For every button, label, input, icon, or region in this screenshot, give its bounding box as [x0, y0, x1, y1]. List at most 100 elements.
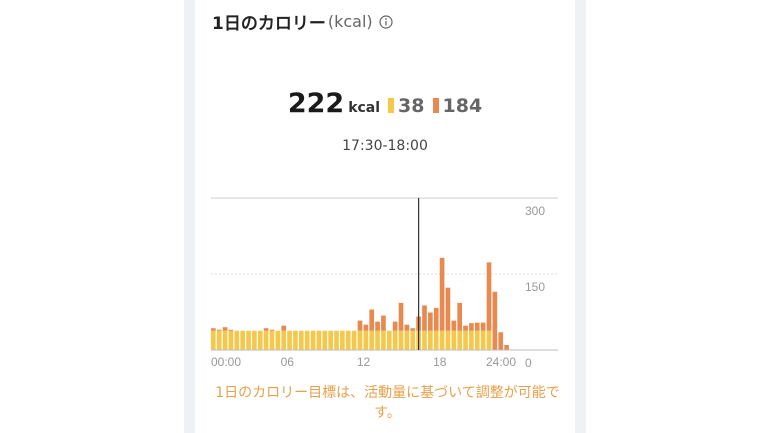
card-title-text: 1日のカロリー: [212, 13, 326, 34]
bar-base: [433, 330, 439, 350]
bar-base: [228, 330, 234, 350]
goal-note: 1日のカロリー目標は、活動量に基づいて調整が可能です。: [215, 385, 560, 421]
bar-active: [439, 257, 445, 331]
bar-base: [375, 330, 380, 350]
calorie-summary: 222 kcal 38 184: [0, 88, 770, 128]
x-tick-label: 00:00: [211, 355, 241, 369]
bar-base: [216, 330, 222, 350]
selected-time-range: 17:30-18:00: [342, 138, 428, 154]
bar-active: [498, 332, 504, 350]
bar-base: [428, 330, 433, 350]
bar-active: [263, 328, 269, 331]
bar-active: [474, 322, 480, 331]
bar-base: [404, 330, 410, 350]
bar-active: [410, 328, 416, 331]
total-unit: kcal: [348, 100, 381, 116]
bar-active: [428, 312, 433, 331]
bar-base: [422, 330, 427, 350]
bar-active: [469, 323, 474, 331]
bar-active: [222, 327, 228, 331]
bar-active: [281, 325, 287, 331]
bar-base: [381, 330, 386, 350]
bar-base: [328, 330, 333, 350]
bar-base: [252, 330, 257, 350]
active-swatch: [432, 98, 439, 113]
active-calories: 184: [442, 95, 483, 117]
bar-base: [234, 330, 240, 350]
bar-active: [404, 324, 410, 331]
x-tick-label: 06: [281, 355, 295, 369]
card-title-unit: (kcal): [327, 11, 373, 31]
bar-base: [298, 330, 304, 350]
bar-active: [451, 320, 457, 331]
bar-base: [269, 330, 275, 350]
bar-base: [439, 330, 445, 350]
bar-base: [211, 330, 216, 350]
bar-active: [357, 320, 363, 331]
total-calories: 222: [287, 88, 345, 119]
bar-active: [398, 302, 404, 331]
bar-active: [269, 329, 275, 331]
bar-base: [293, 330, 298, 350]
bar-base: [457, 330, 463, 350]
bar-base: [345, 330, 351, 350]
bar-base: [357, 330, 363, 350]
bar-base: [398, 330, 404, 350]
bar-active: [504, 344, 509, 350]
bar-base: [304, 330, 310, 350]
bar-active: [211, 328, 216, 331]
bar-base: [392, 330, 398, 350]
bar-base: [369, 330, 375, 350]
bar-active: [375, 321, 380, 331]
bar-base: [316, 330, 322, 350]
bar-base: [463, 330, 468, 350]
card-title: 1日のカロリー (kcal): [212, 9, 393, 34]
bar-base: [469, 330, 474, 350]
bar-active: [433, 307, 439, 331]
bar-base: [486, 330, 492, 350]
bar-base: [340, 330, 345, 350]
bar-active: [457, 302, 463, 331]
bar-base: [281, 330, 287, 350]
bar-base: [275, 330, 281, 350]
bar-base: [474, 330, 480, 350]
bar-base: [263, 330, 269, 350]
bar-base: [322, 330, 328, 350]
y-tick-label: 150: [525, 280, 545, 294]
bar-active: [216, 329, 222, 331]
bar-base: [451, 330, 457, 350]
bar-base: [445, 330, 451, 350]
bar-active: [486, 262, 492, 331]
calorie-card: [195, 0, 575, 433]
info-icon[interactable]: [379, 14, 393, 29]
y-tick-label: 300: [525, 204, 545, 218]
bar-base: [222, 330, 228, 350]
x-tick-label: 24:00: [486, 355, 516, 369]
bar-active: [392, 321, 398, 331]
bar-base: [363, 330, 369, 350]
bar-base: [287, 330, 292, 350]
bar-active: [422, 305, 427, 331]
x-tick-label: 12: [357, 355, 371, 369]
y-tick-label: 0: [525, 356, 532, 370]
bar-base: [480, 330, 486, 350]
bar-base: [334, 330, 339, 350]
bar-active: [492, 291, 498, 350]
bar-base: [257, 330, 263, 350]
bar-base: [410, 330, 416, 350]
bar-active: [381, 315, 386, 331]
bar-active: [463, 325, 468, 331]
bar-base: [240, 330, 245, 350]
x-tick-label: 18: [433, 355, 447, 369]
base-calories: 38: [398, 95, 425, 117]
bar-base: [246, 330, 251, 350]
bar-base: [386, 330, 392, 350]
bar-base: [351, 330, 357, 350]
bar-active: [363, 324, 369, 331]
bar-active: [480, 322, 486, 331]
bar-active: [445, 287, 451, 331]
base-swatch: [388, 98, 395, 113]
bar-active: [369, 309, 375, 331]
bar-active: [228, 329, 234, 331]
